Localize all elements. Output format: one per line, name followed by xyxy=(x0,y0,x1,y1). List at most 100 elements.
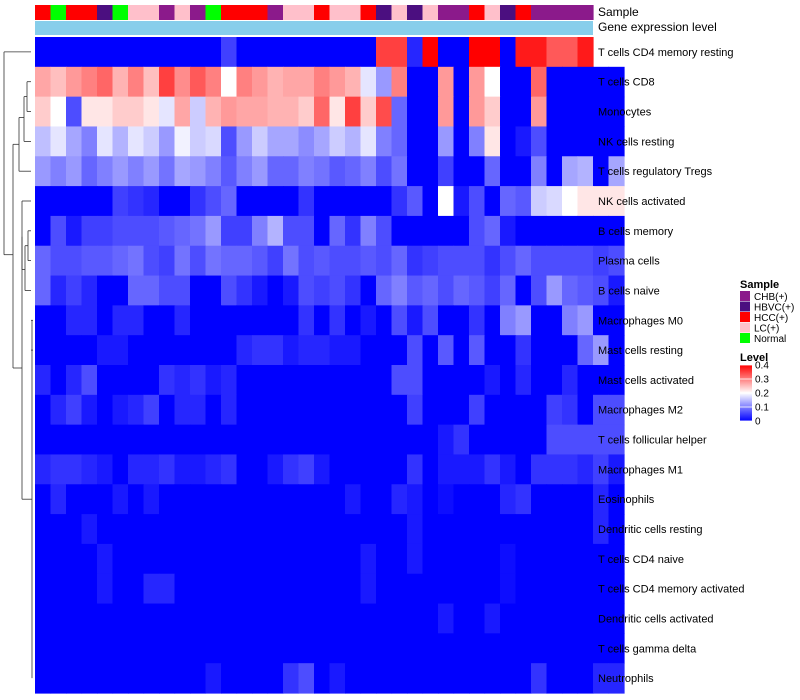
heatmap-cell xyxy=(283,305,300,336)
heatmap-cell xyxy=(252,394,269,426)
heatmap-cell xyxy=(205,484,222,515)
heatmap-cell xyxy=(252,454,269,485)
row-label: B cells memory xyxy=(598,226,674,238)
heatmap-cell xyxy=(577,633,594,664)
heatmap-cell xyxy=(267,394,284,426)
sample-track-cell xyxy=(345,5,362,20)
heatmap-cell xyxy=(221,335,238,366)
heatmap-cell xyxy=(112,365,129,396)
heatmap-cell xyxy=(500,424,517,456)
heatmap-cell xyxy=(531,275,548,306)
heatmap-cell xyxy=(66,365,83,396)
heatmap-cell xyxy=(283,484,300,515)
heatmap-cell xyxy=(143,156,160,187)
heatmap-cell xyxy=(112,514,129,545)
sample-track-cell xyxy=(159,5,176,20)
heatmap-cell xyxy=(593,245,610,277)
heatmap-cell xyxy=(81,454,98,485)
heatmap-cell xyxy=(174,66,191,98)
heatmap-cell xyxy=(531,663,548,694)
heatmap-cell xyxy=(329,37,346,68)
heatmap-cell xyxy=(159,484,176,515)
heatmap-cell xyxy=(298,543,315,575)
heatmap-cell xyxy=(66,394,83,426)
heatmap-cell xyxy=(267,305,284,336)
heatmap-cell xyxy=(112,335,129,366)
heatmap-cell xyxy=(252,126,269,157)
heatmap-cell xyxy=(35,305,52,336)
heatmap-cell xyxy=(391,245,408,277)
sample-track-cell xyxy=(500,5,517,20)
row-dendrogram xyxy=(3,51,33,679)
heatmap-cell xyxy=(376,215,393,247)
heatmap-cell xyxy=(314,484,331,515)
heatmap-cell xyxy=(252,424,269,456)
heatmap-cell xyxy=(143,275,160,306)
heatmap-cell xyxy=(283,603,300,634)
heatmap-cell xyxy=(81,335,98,366)
heatmap-cell xyxy=(159,186,176,217)
heatmap-cell xyxy=(128,394,145,426)
heatmap-cell xyxy=(422,305,439,336)
heatmap-cell xyxy=(143,126,160,157)
heatmap-cell xyxy=(128,633,145,664)
heatmap-cell xyxy=(329,454,346,485)
heatmap-cell xyxy=(159,66,176,98)
heatmap-cell xyxy=(329,156,346,187)
row-label: T cells CD8 xyxy=(598,77,655,89)
heatmap-cell xyxy=(453,365,470,396)
heatmap-cell xyxy=(422,126,439,157)
heatmap-cell xyxy=(484,186,501,217)
heatmap-cell xyxy=(438,37,455,68)
sample-track-cell xyxy=(329,5,346,20)
heatmap-cell xyxy=(50,633,67,664)
heatmap-cell xyxy=(484,126,501,157)
heatmap-cell xyxy=(143,603,160,634)
heatmap-cell xyxy=(376,573,393,605)
heatmap-cell xyxy=(608,573,625,605)
heatmap-cell xyxy=(329,275,346,306)
heatmap-cell xyxy=(205,335,222,366)
heatmap-cell xyxy=(221,633,238,664)
heatmap-cell xyxy=(422,215,439,247)
row-label: Dendritic cells activated xyxy=(598,614,714,626)
heatmap-cell xyxy=(531,37,548,68)
heatmap-cell xyxy=(422,335,439,366)
heatmap-cell xyxy=(453,215,470,247)
heatmap-cell xyxy=(391,394,408,426)
heatmap-cell xyxy=(66,186,83,217)
heatmap-cell xyxy=(50,484,67,515)
heatmap-cell xyxy=(438,633,455,664)
heatmap-cell xyxy=(35,156,52,187)
row-label: NK cells activated xyxy=(598,196,685,208)
heatmap-cell xyxy=(267,514,284,545)
heatmap-cell xyxy=(515,603,532,634)
heatmap-cell xyxy=(283,573,300,605)
heatmap-cell xyxy=(593,424,610,456)
heatmap-cell xyxy=(97,335,114,366)
sample-track-cell xyxy=(515,5,532,20)
sample-legend-label: CHB(+) xyxy=(754,292,788,303)
heatmap-cell xyxy=(562,484,579,515)
heatmap-cell xyxy=(453,663,470,694)
heatmap-cell xyxy=(159,603,176,634)
heatmap-cell xyxy=(484,96,501,128)
heatmap-cell xyxy=(329,484,346,515)
heatmap-cell xyxy=(422,484,439,515)
heatmap-cell xyxy=(360,335,377,366)
heatmap-cell xyxy=(453,454,470,485)
heatmap-cell xyxy=(438,156,455,187)
row-label: T cells CD4 memory resting xyxy=(598,47,734,59)
heatmap-cell xyxy=(577,305,594,336)
heatmap-cell xyxy=(546,215,563,247)
heatmap-cell xyxy=(376,305,393,336)
heatmap-cell xyxy=(221,663,238,694)
heatmap-cell xyxy=(484,215,501,247)
heatmap-cell xyxy=(360,424,377,456)
heatmap-cell xyxy=(484,543,501,575)
heatmap-cell xyxy=(531,484,548,515)
heatmap-cell xyxy=(205,126,222,157)
heatmap-cell xyxy=(50,66,67,98)
heatmap-cell xyxy=(50,186,67,217)
heatmap-cell xyxy=(546,573,563,605)
